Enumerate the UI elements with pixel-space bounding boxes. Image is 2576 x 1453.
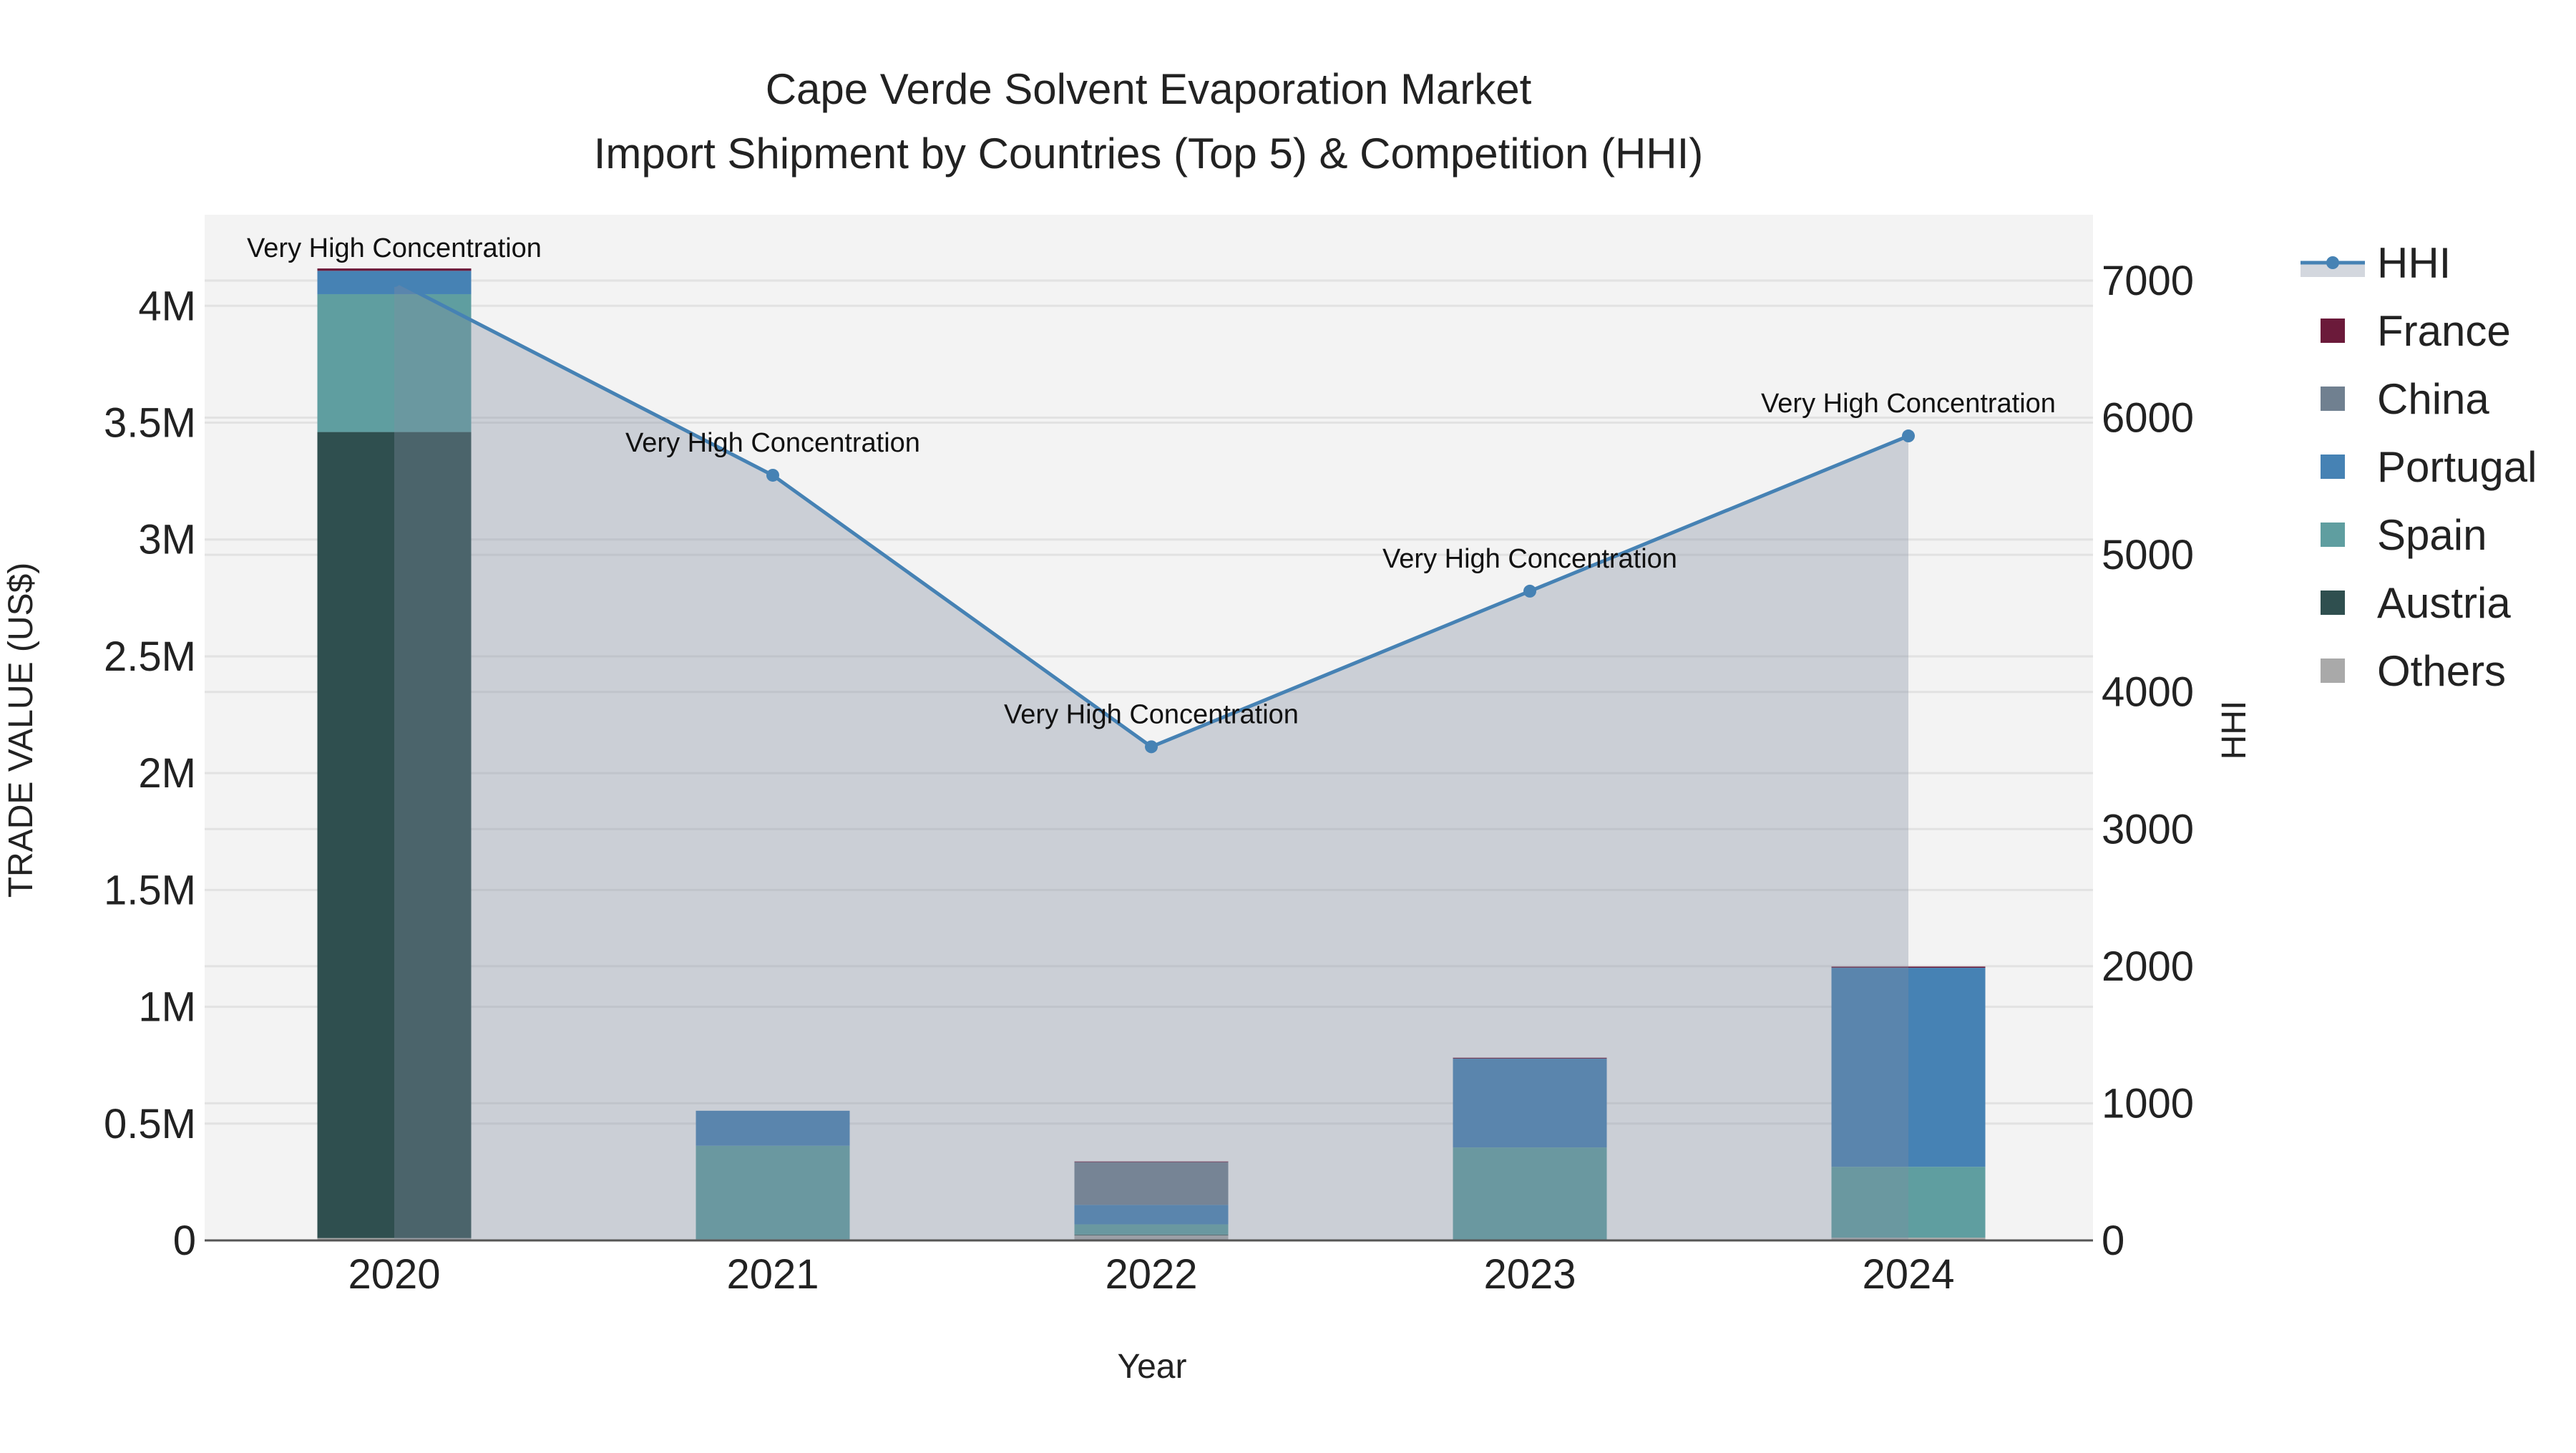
hhi-point bbox=[1145, 740, 1158, 754]
legend-label: HHI bbox=[2377, 239, 2451, 287]
bar-france-2020 bbox=[317, 268, 472, 271]
legend-swatch-others bbox=[2321, 659, 2345, 683]
y2-tick-label: 7000 bbox=[2102, 258, 2194, 304]
hhi-point bbox=[1523, 584, 1536, 598]
hhi-point bbox=[766, 468, 779, 482]
legend-swatch-portugal bbox=[2321, 455, 2345, 479]
hhi-point bbox=[388, 273, 401, 287]
x-tick-label: 2024 bbox=[1862, 1251, 1954, 1298]
chart-subtitle: Import Shipment by Countries (Top 5) & C… bbox=[594, 130, 1704, 178]
bars bbox=[317, 268, 1986, 1240]
x-tick-label: 2022 bbox=[1105, 1251, 1197, 1298]
hhi-area bbox=[394, 280, 1908, 1240]
x-tick-label: 2020 bbox=[348, 1251, 440, 1298]
plot-background bbox=[205, 215, 2093, 1240]
y-tick-label: 2.5M bbox=[104, 633, 196, 680]
y2-tick-label: 6000 bbox=[2102, 395, 2194, 442]
legend-label: Spain bbox=[2377, 511, 2487, 559]
legend-label: France bbox=[2377, 307, 2511, 355]
legend-hhi-swatch bbox=[2301, 264, 2365, 277]
hhi-annotation: Very High Concentration bbox=[1761, 389, 2056, 419]
legend: HHI France China Portugal Spain Austria Others bbox=[2301, 239, 2537, 695]
bar-portugal-2021 bbox=[696, 1110, 850, 1146]
legend-label: China bbox=[2377, 375, 2489, 423]
hhi-annotation: Very High Concentration bbox=[625, 428, 920, 458]
y2-tick-label: 3000 bbox=[2102, 806, 2194, 852]
bar-spain-2023 bbox=[1453, 1147, 1607, 1240]
legend-swatch-france bbox=[2321, 319, 2345, 343]
y-tick-label: 4M bbox=[138, 283, 196, 329]
hhi-series: Very High Concentration Very High Concent… bbox=[247, 233, 2056, 1240]
hhi-annotation: Very High Concentration bbox=[1382, 544, 1677, 574]
y-tick-label: 3.5M bbox=[104, 400, 196, 447]
hhi-annotation: Very High Concentration bbox=[1004, 699, 1299, 729]
y2-tick-label: 5000 bbox=[2102, 532, 2194, 578]
y-tick-label: 1M bbox=[138, 984, 196, 1031]
legend-swatch-china bbox=[2321, 387, 2345, 411]
hhi-annotation: Very High Concentration bbox=[247, 233, 542, 263]
x-tick-label: 2021 bbox=[726, 1251, 819, 1298]
bar-spain-2020 bbox=[317, 293, 472, 432]
bar-portugal-2024 bbox=[1831, 968, 1986, 1167]
x-axis-title: Year bbox=[1118, 1348, 1187, 1386]
legend-label: Portugal bbox=[2377, 443, 2537, 491]
y-tick-label: 1.5M bbox=[104, 867, 196, 913]
bar-portugal-2023 bbox=[1453, 1059, 1607, 1148]
y2-tick-label: 1000 bbox=[2102, 1080, 2194, 1127]
y2-tick-label: 0 bbox=[2102, 1218, 2124, 1264]
bar-spain-2022 bbox=[1074, 1224, 1229, 1235]
bar-france-2024 bbox=[1831, 966, 1986, 968]
y-tick-label: 2M bbox=[138, 750, 196, 797]
bar-france-2023 bbox=[1453, 1057, 1607, 1059]
y-tick-label: 0.5M bbox=[104, 1101, 196, 1147]
legend-label: Others bbox=[2377, 647, 2506, 695]
bar-austria-2020 bbox=[317, 432, 472, 1238]
bar-others-2022 bbox=[1074, 1235, 1229, 1240]
y2-axis-ticks: 0 1000 2000 3000 4000 5000 6000 7000 bbox=[2102, 258, 2194, 1264]
bar-china-2022 bbox=[1074, 1162, 1229, 1205]
legend-hhi-marker bbox=[2326, 256, 2339, 269]
chart-title: Cape Verde Solvent Evaporation Market bbox=[766, 65, 1532, 113]
bar-spain-2021 bbox=[696, 1145, 850, 1240]
hhi-point bbox=[1902, 429, 1915, 443]
y-axis-ticks: 0 0.5M 1M 1.5M 2M 2.5M 3M 3.5M 4M bbox=[104, 283, 196, 1264]
legend-swatch-spain bbox=[2321, 523, 2345, 547]
legend-swatch-austria bbox=[2321, 591, 2345, 615]
x-tick-label: 2023 bbox=[1483, 1251, 1576, 1298]
y2-axis-title: HHI bbox=[2215, 701, 2253, 760]
x-axis-ticks: 2020 2021 2022 2023 2024 bbox=[348, 1251, 1954, 1298]
y-tick-label: 0 bbox=[173, 1218, 196, 1264]
y2-tick-label: 4000 bbox=[2102, 669, 2194, 716]
legend-label: Austria bbox=[2377, 579, 2511, 627]
bar-spain-2024 bbox=[1831, 1167, 1986, 1238]
bar-others-2024 bbox=[1831, 1238, 1986, 1240]
bar-portugal-2022 bbox=[1074, 1205, 1229, 1225]
y-tick-label: 3M bbox=[138, 517, 196, 563]
y2-tick-label: 2000 bbox=[2102, 943, 2194, 990]
bar-others-2020 bbox=[317, 1238, 472, 1240]
y-axis-title: TRADE VALUE (US$) bbox=[2, 563, 40, 898]
